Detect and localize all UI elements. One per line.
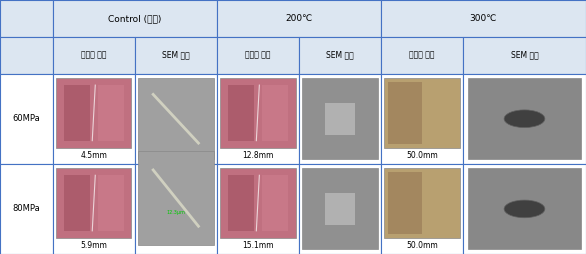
Bar [56, 78, 131, 148]
Text: 50.0mm: 50.0mm [406, 241, 438, 250]
Bar [220, 78, 295, 148]
Bar [0, 164, 53, 254]
Bar [381, 164, 463, 254]
Bar [97, 175, 124, 231]
Bar [302, 168, 377, 249]
Text: 80MPa: 80MPa [12, 204, 40, 213]
Bar [463, 37, 586, 74]
Text: 15.1mm: 15.1mm [242, 241, 274, 250]
Text: 12.3μm: 12.3μm [166, 210, 185, 215]
Bar [299, 74, 381, 164]
Text: Control (상온): Control (상온) [108, 14, 162, 23]
Bar [217, 164, 299, 254]
Text: SEM 촬영: SEM 촬영 [162, 51, 190, 60]
Text: SEM 촬영: SEM 촬영 [326, 51, 354, 60]
Bar [261, 175, 288, 231]
Bar [381, 74, 463, 164]
Bar [381, 0, 586, 37]
Bar [53, 0, 217, 37]
Bar [138, 78, 213, 159]
Bar [217, 0, 381, 37]
Text: 300℃: 300℃ [470, 14, 497, 23]
Bar [468, 78, 581, 159]
Bar [217, 74, 299, 164]
Bar [227, 175, 254, 231]
Bar [53, 37, 135, 74]
Text: 60MPa: 60MPa [12, 114, 40, 123]
Bar [220, 168, 295, 238]
Bar [388, 172, 422, 234]
Bar [138, 151, 213, 245]
Bar [299, 37, 381, 74]
Circle shape [504, 110, 545, 128]
Bar [97, 85, 124, 141]
Bar [135, 37, 217, 74]
Bar [302, 78, 377, 159]
Bar [0, 0, 53, 37]
Bar [384, 78, 459, 148]
Text: 4.5mm: 4.5mm [80, 151, 107, 160]
Bar [384, 168, 459, 238]
Bar [325, 103, 355, 135]
Bar [468, 168, 581, 249]
Bar [388, 82, 422, 144]
Bar [299, 164, 381, 254]
Text: 50.0mm: 50.0mm [406, 151, 438, 160]
Text: 중성화 깊이: 중성화 깊이 [81, 51, 107, 60]
Text: 12.8mm: 12.8mm [242, 151, 274, 160]
Bar [325, 193, 355, 225]
Bar [53, 74, 135, 164]
Bar [227, 85, 254, 141]
Bar [463, 74, 586, 164]
Bar [135, 74, 217, 164]
Text: 중성화 깊이: 중성화 깊이 [409, 51, 435, 60]
Text: 5.9mm: 5.9mm [80, 241, 107, 250]
Text: 200℃: 200℃ [285, 14, 312, 23]
Bar [53, 164, 135, 254]
Text: SEM 촬영: SEM 촬영 [510, 51, 539, 60]
Circle shape [504, 200, 545, 218]
Bar [0, 37, 53, 74]
Bar [135, 164, 217, 254]
Bar [0, 74, 53, 164]
Bar [63, 175, 90, 231]
Bar [381, 37, 463, 74]
Bar [63, 85, 90, 141]
Bar [217, 37, 299, 74]
Bar [463, 164, 586, 254]
Text: 중성화 깊이: 중성화 깊이 [245, 51, 271, 60]
Bar [261, 85, 288, 141]
Bar [56, 168, 131, 238]
